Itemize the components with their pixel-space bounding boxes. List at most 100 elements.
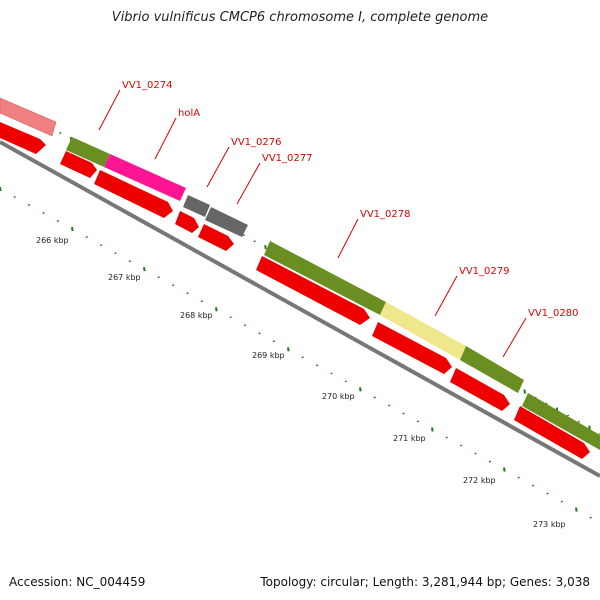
tick-mark bbox=[359, 387, 362, 392]
gene-label[interactable]: holA bbox=[178, 108, 200, 119]
gene-label[interactable]: VV1_0278 bbox=[360, 209, 411, 220]
cds-arrow[interactable] bbox=[514, 406, 590, 459]
tick-mark bbox=[59, 132, 62, 135]
tick-mark bbox=[71, 226, 74, 232]
tick-mark bbox=[546, 492, 549, 495]
gene-feature-VV1_0279[interactable] bbox=[380, 302, 466, 360]
leader-line bbox=[236, 162, 261, 205]
gene-feature-VV1_0280[interactable] bbox=[460, 346, 524, 393]
kbp-label: 269 kbp bbox=[252, 351, 285, 360]
gene-feature-VV1_0277[interactable] bbox=[205, 207, 248, 237]
tick-mark bbox=[577, 420, 580, 423]
tick-mark bbox=[575, 507, 578, 512]
tick-mark bbox=[85, 236, 88, 239]
gene-label-leaders bbox=[98, 89, 527, 358]
tick-mark bbox=[13, 195, 16, 199]
leader-line bbox=[206, 146, 230, 188]
tick-mark bbox=[264, 245, 267, 250]
tick-mark bbox=[171, 284, 175, 287]
tick-mark bbox=[215, 307, 218, 312]
genome-summary-text: Topology: circular; Length: 3,281,944 bp… bbox=[260, 575, 590, 589]
tick-mark bbox=[330, 372, 333, 375]
tick-mark bbox=[588, 425, 591, 430]
kbp-label: 268 kbp bbox=[180, 311, 213, 320]
tick-mark bbox=[387, 404, 391, 407]
tick-mark bbox=[27, 203, 31, 207]
kbp-labels: 266 kbp 267 kbp 268 kbp 269 kbp 270 kbp … bbox=[36, 236, 566, 529]
tick-mark bbox=[229, 316, 232, 319]
tick-mark bbox=[243, 324, 247, 327]
gene-label[interactable]: VV1_0280 bbox=[528, 308, 579, 319]
tick-mark bbox=[114, 252, 117, 255]
inner-tick-track bbox=[0, 186, 592, 519]
gene-feature-holA[interactable] bbox=[104, 154, 186, 201]
tick-mark bbox=[474, 452, 477, 455]
tick-mark bbox=[287, 347, 290, 352]
tick-mark bbox=[242, 234, 246, 237]
tick-mark bbox=[272, 340, 276, 343]
tick-mark bbox=[0, 186, 2, 192]
kbp-label: 271 kbp bbox=[393, 434, 426, 443]
tick-mark bbox=[566, 414, 570, 417]
tick-mark bbox=[373, 396, 376, 399]
tick-mark bbox=[344, 380, 348, 383]
tick-mark bbox=[128, 260, 132, 263]
leader-line bbox=[502, 317, 527, 358]
cds-arrow[interactable] bbox=[256, 256, 370, 325]
tick-mark bbox=[431, 427, 434, 432]
tick-mark bbox=[143, 267, 146, 272]
tick-mark bbox=[445, 436, 448, 439]
kbp-label: 267 kbp bbox=[108, 273, 141, 282]
kbp-label: 270 kbp bbox=[322, 392, 355, 401]
tick-mark bbox=[459, 444, 463, 447]
leader-line bbox=[154, 117, 177, 160]
tick-mark bbox=[488, 460, 492, 463]
gene-label[interactable]: VV1_0277 bbox=[262, 153, 313, 164]
leader-line bbox=[434, 275, 458, 317]
tick-mark bbox=[416, 420, 420, 423]
gene-feature-VV1_0278[interactable] bbox=[264, 241, 386, 315]
tick-mark bbox=[258, 332, 261, 335]
kbp-label: 272 kbp bbox=[463, 476, 496, 485]
cds-arrow[interactable] bbox=[0, 122, 46, 154]
tick-mark bbox=[315, 364, 319, 367]
kbp-label: 273 kbp bbox=[533, 520, 566, 529]
leader-line bbox=[98, 89, 121, 131]
gene-label[interactable]: VV1_0274 bbox=[122, 80, 173, 91]
leader-line bbox=[337, 218, 359, 259]
tick-mark bbox=[186, 292, 189, 295]
tick-mark bbox=[560, 500, 564, 503]
gene-label[interactable]: VV1_0276 bbox=[231, 137, 282, 148]
gene-track bbox=[0, 97, 600, 450]
cds-arrow[interactable] bbox=[198, 224, 234, 251]
cds-arrow[interactable] bbox=[175, 211, 199, 233]
cds-arrow[interactable] bbox=[450, 368, 510, 411]
tick-mark bbox=[402, 412, 405, 415]
tick-mark bbox=[200, 300, 204, 303]
accession-text: Accession: NC_004459 bbox=[9, 575, 146, 589]
tick-mark bbox=[56, 220, 60, 223]
kbp-label: 266 kbp bbox=[36, 236, 69, 245]
tick-mark bbox=[531, 484, 535, 487]
gene-feature-VV1_0276[interactable] bbox=[183, 195, 210, 217]
cds-arrow[interactable] bbox=[94, 170, 173, 218]
cds-arrow[interactable] bbox=[60, 151, 97, 178]
tick-mark bbox=[301, 356, 304, 359]
cds-arrow[interactable] bbox=[372, 322, 452, 374]
tick-mark bbox=[517, 476, 520, 479]
tick-mark bbox=[42, 212, 45, 215]
gene-labels: VV1_0274 holA VV1_0276 VV1_0277 VV1_0278… bbox=[122, 80, 579, 319]
tick-mark bbox=[99, 244, 103, 247]
gene-feature[interactable] bbox=[522, 393, 600, 450]
tick-mark bbox=[253, 240, 256, 243]
cds-track bbox=[0, 122, 590, 459]
tick-mark bbox=[157, 276, 160, 279]
gene-feature-VV1_0274[interactable] bbox=[66, 137, 110, 167]
tick-mark bbox=[503, 467, 506, 472]
tick-mark bbox=[589, 516, 592, 519]
gene-feature[interactable] bbox=[0, 97, 57, 137]
genome-backbone bbox=[0, 140, 600, 478]
gene-label[interactable]: VV1_0279 bbox=[459, 266, 510, 277]
tick-mark bbox=[523, 389, 526, 394]
